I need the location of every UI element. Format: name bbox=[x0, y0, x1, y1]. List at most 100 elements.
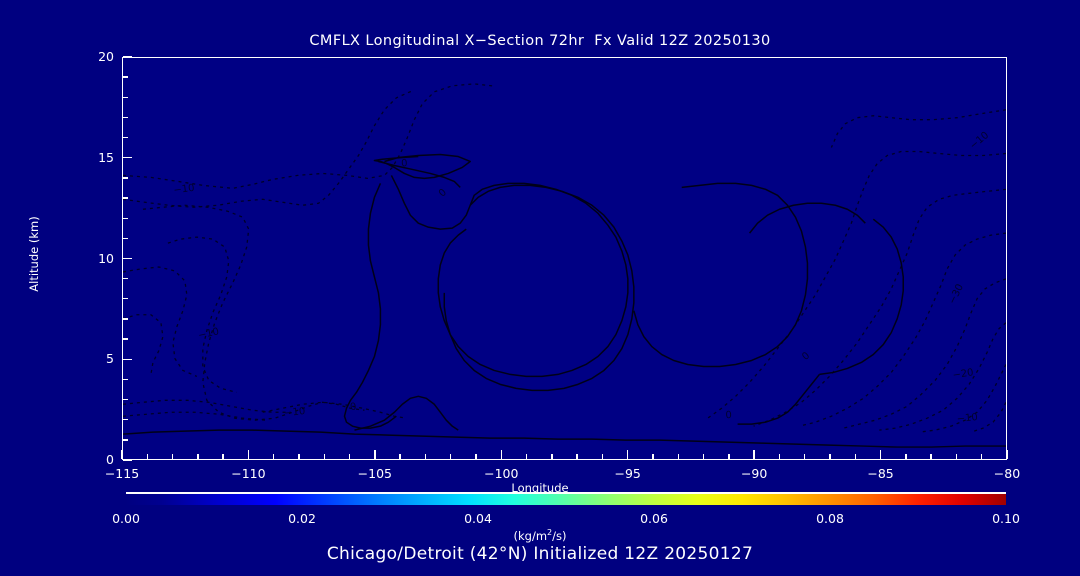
y-tick-minor bbox=[123, 96, 128, 98]
x-tick-major bbox=[247, 450, 250, 459]
y-tick-label: 20 bbox=[98, 49, 114, 64]
y-tick-major bbox=[123, 459, 132, 461]
x-tick-label: −110 bbox=[231, 466, 266, 481]
x-tick-minor bbox=[981, 454, 983, 459]
x-tick-minor bbox=[222, 454, 224, 459]
svg-text:−10: −10 bbox=[173, 183, 195, 196]
x-tick-minor bbox=[702, 454, 705, 459]
svg-text:0: 0 bbox=[349, 401, 357, 413]
y-tick-minor bbox=[123, 136, 128, 139]
x-tick-label: −90 bbox=[740, 466, 768, 481]
contour-field: 0 0 −10 −10 0 −10 −10 −30 −20 −10 0 0 bbox=[123, 58, 1006, 459]
x-tick-minor bbox=[829, 454, 831, 459]
y-tick-minor bbox=[123, 177, 128, 179]
y-tick-minor bbox=[123, 298, 128, 300]
colorbar-tick-label: 0.10 bbox=[992, 511, 1020, 526]
svg-text:0: 0 bbox=[800, 350, 812, 362]
x-tick-minor bbox=[905, 454, 907, 459]
y-tick-major bbox=[123, 257, 132, 260]
colorbar-top-rule bbox=[126, 492, 1006, 494]
x-tick-minor bbox=[171, 454, 174, 459]
x-tick-minor bbox=[146, 454, 148, 459]
svg-text:−10: −10 bbox=[197, 326, 220, 341]
dashed-contours bbox=[123, 83, 1006, 433]
svg-text:−20: −20 bbox=[952, 367, 975, 381]
y-tick-minor bbox=[123, 197, 128, 199]
colorbar-tick-label: 0.04 bbox=[464, 511, 492, 526]
x-tick-minor bbox=[399, 454, 401, 459]
y-tick-minor bbox=[123, 378, 128, 381]
y-tick-major bbox=[123, 358, 132, 360]
x-tick-major bbox=[121, 450, 123, 459]
x-tick-minor bbox=[955, 454, 958, 459]
x-tick-minor bbox=[930, 454, 932, 459]
solid-contours bbox=[123, 153, 1006, 448]
svg-text:0: 0 bbox=[725, 410, 732, 421]
y-tick-minor bbox=[123, 419, 128, 421]
x-tick-label: −85 bbox=[867, 466, 894, 481]
x-tick-label: −95 bbox=[614, 466, 641, 481]
x-tick-minor bbox=[652, 454, 654, 459]
chart-title: CMFLX Longitudinal X−Section 72hr Fx Val… bbox=[309, 33, 771, 49]
x-tick-major bbox=[627, 450, 629, 459]
colorbar-units-tail: /s) bbox=[552, 528, 567, 543]
colorbar bbox=[126, 492, 1006, 505]
plot-area: 0 0 −10 −10 0 −10 −10 −30 −20 −10 0 0 bbox=[122, 57, 1007, 460]
x-tick-minor bbox=[348, 454, 351, 459]
colorbar-gradient bbox=[126, 494, 1006, 505]
y-tick-minor bbox=[123, 338, 128, 340]
x-tick-major bbox=[879, 450, 882, 459]
x-tick-major bbox=[500, 450, 502, 459]
y-tick-minor bbox=[123, 439, 128, 441]
x-tick-label: −115 bbox=[104, 466, 140, 481]
svg-text:0: 0 bbox=[401, 158, 408, 169]
colorbar-tick-label: 0.02 bbox=[288, 511, 316, 526]
x-tick-label: −105 bbox=[357, 466, 393, 481]
y-tick-label: 15 bbox=[98, 149, 114, 165]
x-tick-minor bbox=[525, 454, 528, 459]
colorbar-units-text: (kg/m bbox=[513, 528, 548, 543]
y-tick-minor bbox=[123, 217, 128, 219]
x-tick-major bbox=[1006, 450, 1008, 459]
x-tick-minor bbox=[475, 454, 477, 459]
colorbar-tick-label: 0.00 bbox=[112, 511, 140, 526]
x-tick-minor bbox=[778, 454, 781, 459]
y-tick-minor bbox=[123, 277, 128, 280]
x-tick-minor bbox=[576, 454, 578, 459]
x-tick-label: −80 bbox=[993, 466, 1021, 481]
y-tick-minor bbox=[123, 398, 128, 401]
y-tick-label: 0 bbox=[106, 452, 114, 467]
x-tick-minor bbox=[323, 454, 325, 459]
x-tick-minor bbox=[273, 454, 275, 459]
x-tick-minor bbox=[854, 454, 856, 459]
x-tick-minor bbox=[728, 454, 730, 459]
svg-text:−10: −10 bbox=[284, 406, 306, 419]
x-tick-minor bbox=[677, 454, 679, 459]
colorbar-tick-label: 0.06 bbox=[640, 511, 668, 526]
colorbar-units: (kg/m2/s) bbox=[0, 528, 1080, 543]
x-tick-minor bbox=[551, 454, 553, 459]
x-tick-major bbox=[374, 450, 376, 459]
x-tick-label: −100 bbox=[484, 466, 519, 481]
y-tick-label: 5 bbox=[106, 351, 114, 367]
y-tick-minor bbox=[123, 318, 128, 320]
x-tick-minor bbox=[804, 454, 806, 459]
x-tick-minor bbox=[298, 454, 300, 459]
x-tick-minor bbox=[601, 454, 604, 459]
x-tick-minor bbox=[424, 454, 427, 459]
x-tick-minor bbox=[197, 454, 199, 459]
y-tick-minor bbox=[123, 116, 128, 119]
y-tick-label: 10 bbox=[98, 250, 114, 266]
y-tick-major bbox=[123, 56, 132, 58]
y-tick-minor bbox=[123, 76, 128, 78]
y-axis-title: Altitude (km) bbox=[27, 216, 41, 292]
chart-footer-caption: Chicago/Detroit (42°N) Initialized 12Z 2… bbox=[326, 544, 754, 564]
x-tick-major bbox=[753, 450, 755, 459]
y-tick-major bbox=[123, 157, 132, 159]
colorbar-units-exponent: 2 bbox=[547, 528, 553, 537]
field-background bbox=[123, 58, 1006, 459]
colorbar-tick-label: 0.08 bbox=[816, 511, 844, 526]
x-axis-title: Longitude bbox=[511, 481, 569, 495]
y-tick-minor bbox=[123, 237, 128, 240]
